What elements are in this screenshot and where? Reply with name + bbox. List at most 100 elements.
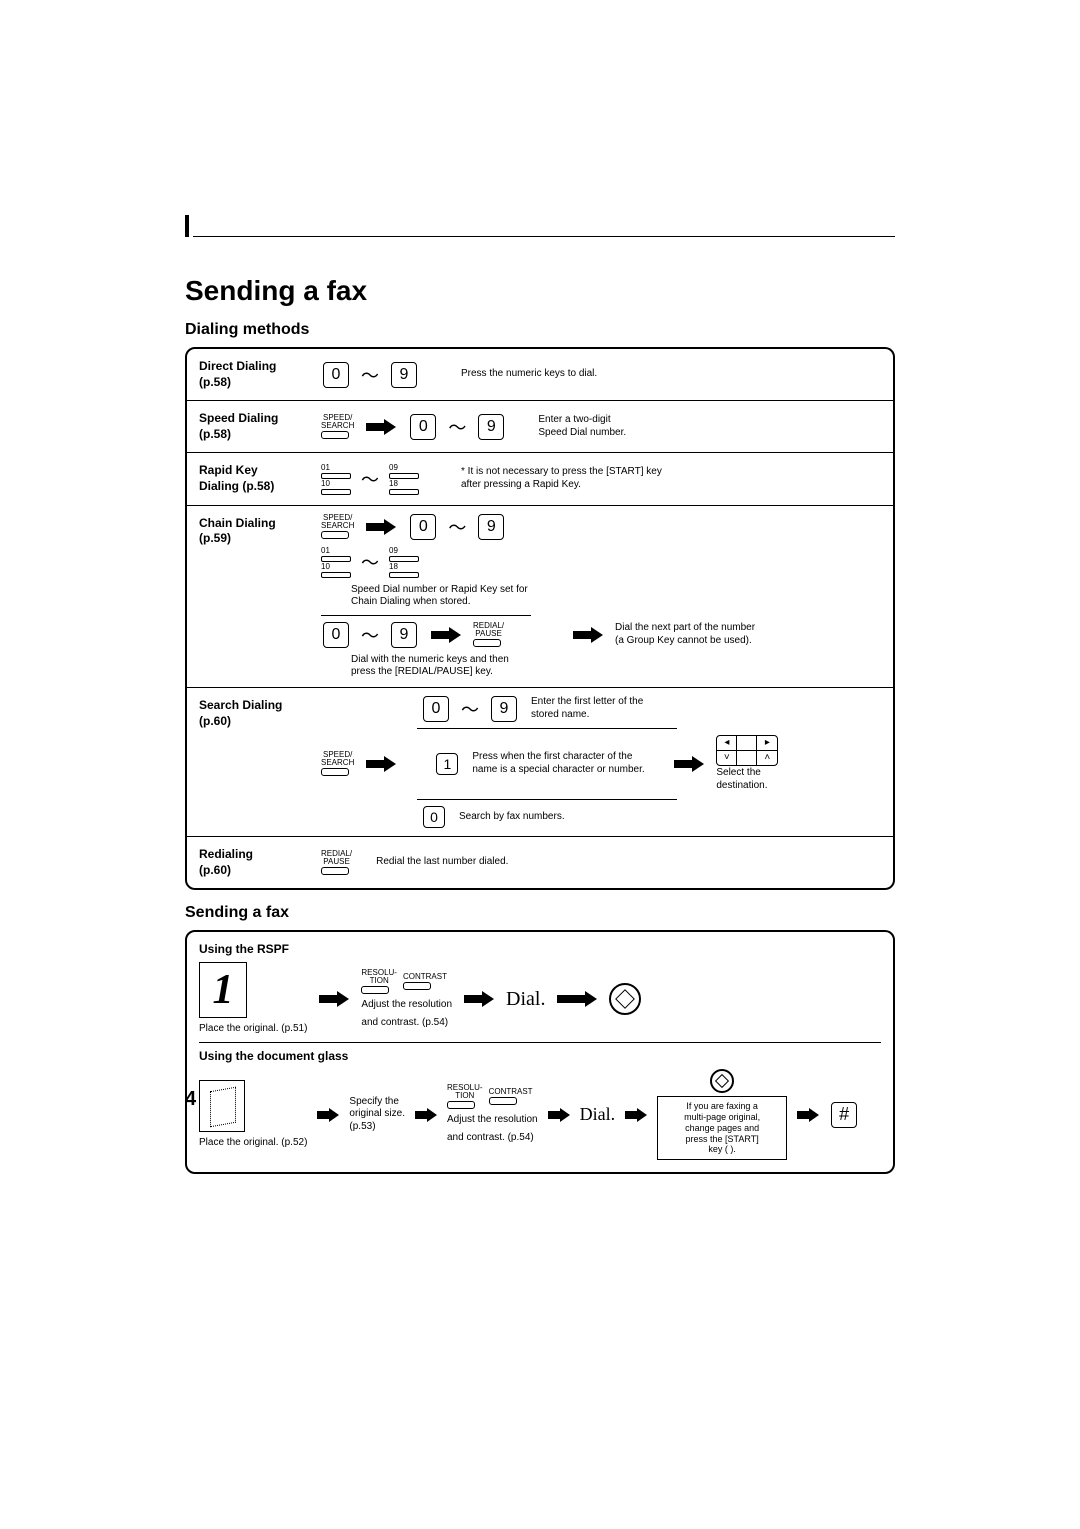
row-label: Rapid Key Dialing (p.58): [187, 453, 317, 504]
dialing-methods-table: Direct Dialing (p.58) 0 〜 9 Press the nu…: [185, 347, 895, 890]
dial-label: Dial.: [506, 988, 545, 1011]
key-0: 0: [410, 514, 436, 540]
page-number: 4: [185, 1088, 196, 1111]
tilde-icon: 〜: [361, 549, 379, 575]
arrow-right-icon: [366, 519, 396, 535]
label: Chain Dialing: [199, 516, 276, 530]
glass-title: Using the document glass: [199, 1049, 881, 1063]
tilde-icon: 〜: [448, 414, 466, 440]
row-speed: Speed Dialing (p.58) SPEED/SEARCH 0 〜 9 …: [187, 401, 893, 453]
row-content: 0 〜 9 Enter the first letter of the stor…: [317, 688, 893, 836]
row-label: Direct Dialing (p.58): [187, 349, 317, 400]
original-rspf-icon: 1: [199, 962, 247, 1018]
note: Place the original. (p.51): [199, 1023, 307, 1034]
contrast-key: CONTRAST: [489, 1088, 533, 1105]
page-ref: (p.60): [199, 714, 231, 728]
key-0: 0: [423, 806, 445, 828]
sending-fax-box: Using the RSPF 1 Place the original. (p.…: [185, 930, 895, 1174]
speed-search-key: SPEED/SEARCH: [321, 414, 354, 439]
rspf-title: Using the RSPF: [199, 942, 881, 956]
label: Direct Dialing: [199, 359, 276, 373]
arrow-right-icon: [415, 1108, 437, 1122]
header-marker: [185, 215, 189, 237]
tilde-icon: 〜: [448, 514, 466, 540]
arrow-right-icon: [573, 627, 603, 643]
row-label: Chain Dialing (p.59): [187, 506, 317, 687]
start-button-icon: [710, 1069, 734, 1093]
key-0: 0: [323, 362, 349, 388]
arrow-right-icon: [317, 1108, 339, 1122]
glass-flow: Place the original. (p.52) Specify the o…: [199, 1069, 881, 1160]
rapid-keys: 09 18: [389, 463, 419, 495]
start-button-icon: [609, 983, 641, 1015]
key-hash: #: [831, 1102, 857, 1128]
note: Speed Dial number or Rapid Key set for C…: [351, 584, 881, 609]
page-ref: (p.58): [199, 375, 231, 389]
manual-page: Sending a fax Dialing methods Direct Dia…: [0, 0, 1080, 1529]
redial-pause-key: REDIAL/PAUSE: [321, 850, 352, 875]
section-sending: Sending a fax: [185, 904, 895, 922]
page-ref: (p.58): [199, 427, 231, 441]
label: Redialing: [199, 847, 253, 861]
row-chain: Chain Dialing (p.59) SPEED/SEARCH 0 〜 9 …: [187, 506, 893, 688]
note: Enter a two-digit Speed Dial number.: [538, 414, 626, 439]
resolution-key: RESOLU-TION: [361, 969, 397, 994]
row-content: SPEED/SEARCH 0 〜 9 01 10 〜 09: [317, 506, 893, 687]
tilde-icon: 〜: [361, 362, 379, 388]
row-redial: Redialing (p.60) REDIAL/PAUSE Redial the…: [187, 837, 893, 888]
page-title: Sending a fax: [185, 275, 895, 307]
note: Specify the original size. (p.53): [349, 1096, 405, 1134]
arrow-right-icon: [625, 1108, 647, 1122]
speed-search-key: SPEED/SEARCH: [321, 751, 354, 776]
rapid-keys: 09 18: [389, 546, 419, 578]
rapid-keys: 01 10: [321, 463, 351, 495]
row-content: 01 10 〜 09 18 * It is not necessary to p…: [317, 453, 893, 504]
row-label: Redialing (p.60): [187, 837, 317, 888]
arrow-right-icon: [548, 1108, 570, 1122]
redial-pause-key: REDIAL/PAUSE: [473, 622, 504, 647]
note: Search by fax numbers.: [459, 811, 565, 824]
key-9: 9: [478, 414, 504, 440]
note: * It is not necessary to press the [STAR…: [461, 466, 662, 491]
row-search: Search Dialing (p.60) 0 〜 9 Enter the fi…: [187, 688, 893, 837]
row-label: Speed Dialing (p.58): [187, 401, 317, 452]
document-glass-icon: [199, 1080, 245, 1132]
key-0: 0: [323, 622, 349, 648]
note: Press when the first character of the na…: [472, 751, 662, 776]
resolution-key: RESOLU-TION: [447, 1084, 483, 1109]
header-rule: [193, 215, 895, 237]
label: Speed Dialing: [199, 411, 278, 425]
section-dialing-methods: Dialing methods: [185, 321, 895, 339]
note: Press the numeric keys to dial.: [461, 368, 597, 381]
multi-page-note: If you are faxing a multi-page original,…: [657, 1096, 787, 1160]
speed-search-key: SPEED/SEARCH: [321, 514, 354, 539]
arrow-right-icon: [674, 756, 704, 772]
arrow-right-icon: [366, 419, 396, 435]
arrow-right-icon: [464, 991, 494, 1007]
note: Adjust the resolution and contrast. (p.5…: [361, 999, 452, 1028]
label: Search Dialing: [199, 698, 282, 712]
note: Dial the next part of the number (a Grou…: [615, 622, 755, 647]
tilde-icon: 〜: [461, 696, 479, 722]
note: Select the destination.: [716, 767, 767, 792]
row-content: SPEED/SEARCH 0 〜 9 Enter a two-digit Spe…: [317, 401, 893, 452]
key-1: 1: [436, 753, 458, 775]
rspf-flow: 1 Place the original. (p.51) RESOLU-TION…: [199, 962, 881, 1036]
note: Redial the last number dialed.: [376, 856, 508, 869]
nav-arrows-icon: ◂ ▸ ˅ ˄: [716, 735, 778, 766]
note: Place the original. (p.52): [199, 1137, 307, 1148]
row-rapid: Rapid Key Dialing (p.58) 01 10 〜 09 18 *…: [187, 453, 893, 505]
arrow-right-icon: [366, 756, 396, 772]
contrast-key: CONTRAST: [403, 973, 447, 990]
row-label: Search Dialing (p.60): [187, 688, 317, 836]
page-ref: Dialing (p.58): [199, 479, 274, 493]
arrow-right-icon: [797, 1108, 819, 1122]
row-content: 0 〜 9 Press the numeric keys to dial.: [317, 349, 893, 400]
arrow-right-icon: [431, 627, 461, 643]
key-0: 0: [410, 414, 436, 440]
key-9: 9: [491, 696, 517, 722]
key-0: 0: [423, 696, 449, 722]
row-direct: Direct Dialing (p.58) 0 〜 9 Press the nu…: [187, 349, 893, 401]
rapid-keys: 01 10: [321, 546, 351, 578]
arrow-right-icon: [319, 991, 349, 1007]
